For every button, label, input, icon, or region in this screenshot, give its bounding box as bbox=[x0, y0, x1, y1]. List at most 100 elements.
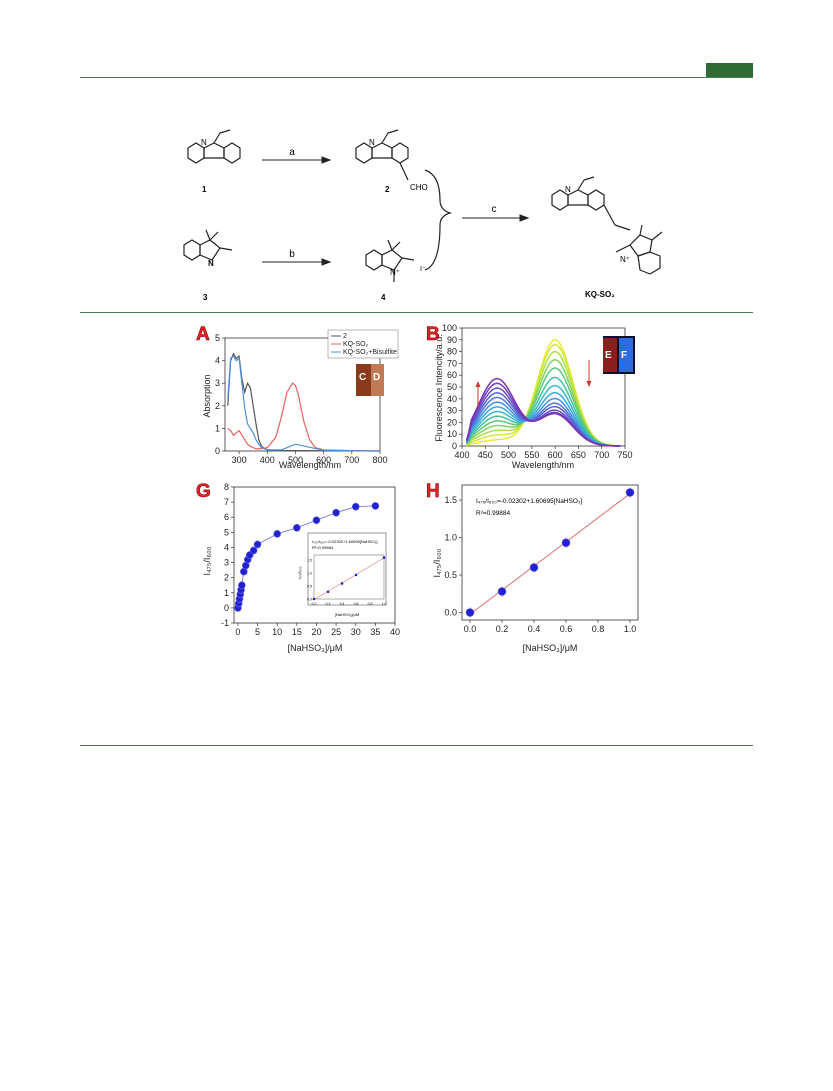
chart-g-ytick-label: 0 bbox=[224, 603, 229, 613]
chart-g-ytick-label: 6 bbox=[224, 512, 229, 522]
chart-a-ytick-label: 3 bbox=[215, 378, 220, 388]
chart-b-ylabel: Fluorescence Intencity/a.u. bbox=[434, 334, 444, 442]
chart-g-ytick-label: -1 bbox=[221, 618, 229, 628]
chart-g-point bbox=[273, 530, 281, 538]
n-atom-1: N bbox=[201, 138, 207, 147]
chart-a-ytick-label: 5 bbox=[215, 333, 220, 343]
chart-b-xtick-label: 750 bbox=[617, 450, 632, 460]
chart-b-ytick-label: 50 bbox=[447, 382, 457, 392]
chart-h-ytick-label: 1.5 bbox=[444, 495, 457, 505]
absorption-chart: A 300 400 500 600 700 800 0 1 2 3 4 5 Wavelength/nm… bbox=[196, 324, 399, 470]
inset-point bbox=[382, 556, 386, 559]
chart-g-inset: I₄₇₅/I₆₀₀=-0.02302+1.60695[NaHSO₃] R²=0.… bbox=[297, 532, 387, 617]
chart-h-xtick-label: 0.2 bbox=[496, 624, 509, 634]
journal-tab bbox=[706, 63, 753, 77]
inset-ytick-label: 0.0 bbox=[307, 598, 312, 602]
inset-ylabel: I₄₇₅/I₆₀₀ bbox=[297, 566, 302, 579]
chart-h-xtick-label: 1.0 bbox=[624, 624, 637, 634]
inset-xtick-label: 0.4 bbox=[340, 602, 345, 606]
compound-1-structure bbox=[187, 129, 241, 164]
chart-h-point bbox=[561, 538, 571, 548]
photo-label-d: D bbox=[373, 372, 380, 383]
chart-a-xtick-label: 800 bbox=[372, 455, 387, 465]
n-atom-kq-1: N bbox=[565, 185, 571, 194]
chart-b-xtick-label: 400 bbox=[454, 450, 469, 460]
n-atom-4: N⁺ bbox=[390, 268, 400, 277]
chart-h-xtick-label: 0.0 bbox=[464, 624, 477, 634]
chart-g-ytick-label: 1 bbox=[224, 588, 229, 598]
chart-b-ytick-label: 30 bbox=[447, 406, 457, 416]
chart-b-ytick-label: 60 bbox=[447, 370, 457, 380]
inset-xtick-label: 0.6 bbox=[354, 602, 359, 606]
figure-bottom-rule bbox=[80, 745, 753, 746]
chart-a-xlabel: Wavelength/nm bbox=[279, 460, 341, 470]
chart-g-point bbox=[249, 546, 258, 555]
panel-letter-a: A bbox=[196, 324, 210, 345]
header-rule bbox=[80, 77, 753, 78]
chart-h-r2: R²=0.99884 bbox=[476, 510, 511, 517]
synthesis-scheme: a b c 1 2 3 4 KQ-SO₂ CHO I⁻ N N N N⁺ N N… bbox=[183, 129, 663, 302]
n-atom-2: N bbox=[369, 138, 375, 147]
chart-b-ytick-label: 80 bbox=[447, 347, 457, 357]
linear-fit-chart: H 0.0 0.2 0.4 0.6 0.8 1.0 0.0 0.5 1.0 1.5 [NaHSO₃… bbox=[426, 481, 639, 653]
compound-2-structure bbox=[355, 129, 409, 181]
inset-xtick-label: 0.8 bbox=[368, 602, 373, 606]
chart-b-xlabel: Wavelength/nm bbox=[512, 460, 574, 470]
panel-letter-g: G bbox=[196, 481, 211, 502]
chart-h-xtick-label: 0.8 bbox=[592, 624, 605, 634]
chart-g-xlabel: [NaHSO₃]/μM bbox=[288, 643, 343, 653]
inset-point bbox=[326, 590, 330, 594]
panel-letter-h: H bbox=[426, 481, 440, 502]
chart-g-ytick-label: 7 bbox=[224, 497, 229, 507]
photo-label-c: C bbox=[359, 372, 366, 383]
inset-fit-line bbox=[313, 557, 385, 600]
chart-b-ytick-label: 70 bbox=[447, 358, 457, 368]
photo-label-e: E bbox=[605, 350, 612, 361]
chart-g-point bbox=[293, 523, 301, 532]
chart-g-xtick-label: 35 bbox=[370, 627, 380, 637]
chart-g-xtick-label: 20 bbox=[311, 627, 321, 637]
chart-b-xtick-label: 500 bbox=[501, 450, 516, 460]
chart-h-point bbox=[465, 608, 475, 617]
arrow-label-b: b bbox=[289, 249, 295, 260]
chart-g-point bbox=[371, 502, 380, 510]
chart-g-point bbox=[238, 581, 246, 590]
chart-g-ytick-label: 8 bbox=[224, 482, 229, 492]
chart-g-xtick-label: 25 bbox=[331, 627, 341, 637]
inset-ytick-label: 1.0 bbox=[307, 572, 312, 576]
compound-label-kq: KQ-SO₂ bbox=[585, 290, 615, 299]
scheme-rule bbox=[80, 312, 753, 313]
compound-label-4: 4 bbox=[381, 293, 386, 302]
chart-h-frame bbox=[461, 484, 639, 621]
n-atom-kq-2: N⁺ bbox=[620, 255, 630, 264]
chart-g-point bbox=[351, 502, 360, 511]
chart-h-equation: I₄₇₅/I₆₀₀=-0.02302+1.60695[NaHSO₃] bbox=[476, 498, 583, 505]
fluorescence-chart: B 400 450 500 550 600 650 700 75001020304050607… bbox=[426, 323, 635, 470]
chart-h-ytick-label: 0.0 bbox=[444, 608, 457, 618]
chart-b-ytick-label: 90 bbox=[447, 335, 457, 345]
compound-3-structure bbox=[183, 229, 233, 261]
chart-a-xtick-label: 300 bbox=[232, 455, 247, 465]
inset-xlabel: [NaHSO₃]/μM bbox=[335, 612, 359, 617]
arrow-up-left bbox=[475, 381, 481, 408]
chart-b-xtick-label: 600 bbox=[548, 450, 563, 460]
inset-xtick-label: 0.0 bbox=[312, 602, 317, 606]
chart-h-ylabel: I₄₇₅/I₆₀₀ bbox=[432, 548, 442, 577]
legend-a-1: KQ-SO₂ bbox=[343, 341, 369, 348]
chart-a-series-0 bbox=[227, 352, 381, 452]
chart-a-xtick-label: 600 bbox=[316, 455, 331, 465]
chart-a-legend: 2 KQ-SO₂ KQ-SO₂+Bisulfite bbox=[327, 329, 399, 359]
chart-b-ytick-label: 40 bbox=[447, 394, 457, 404]
chart-h-point bbox=[497, 587, 507, 596]
chart-h-point bbox=[625, 488, 635, 497]
chart-g-xtick-label: 5 bbox=[255, 627, 260, 637]
chart-g-ylabel: I₄₇₅/I₆₀₀ bbox=[202, 546, 212, 575]
legend-a-2: KQ-SO₂+Bisulfite bbox=[343, 349, 397, 356]
inset-point bbox=[340, 582, 344, 585]
inset-xtick-label: 0.2 bbox=[326, 602, 331, 606]
inset-xtick-label: 1.0 bbox=[382, 602, 387, 606]
compound-label-2: 2 bbox=[385, 185, 390, 194]
inset-ytick-label: 0.5 bbox=[307, 585, 312, 589]
chart-a-xtick-label: 400 bbox=[260, 455, 275, 465]
chart-a-ylabel: Absorption bbox=[202, 374, 212, 417]
